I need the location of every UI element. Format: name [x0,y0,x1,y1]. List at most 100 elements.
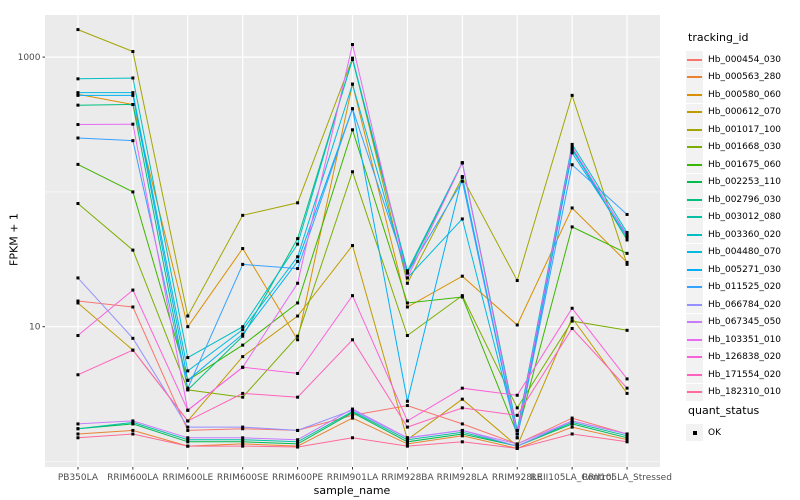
data-point [241,328,245,332]
data-point [625,230,629,234]
data-point [405,334,409,338]
legend-item-label: Hb_002253_110 [708,177,782,188]
data-point [131,422,135,426]
data-point [515,442,519,446]
data-point [351,413,354,417]
legend-item-label: Hb_002796_030 [708,194,782,205]
data-point [296,395,300,399]
data-point [131,103,135,107]
data-point [460,430,464,434]
legend-item: Hb_004480_070 [686,243,800,262]
legend-key-icon [686,278,703,296]
data-point [351,107,354,111]
data-point [460,406,464,410]
data-point [296,442,300,446]
data-point [131,336,135,340]
data-point [405,399,409,403]
data-point [241,444,245,448]
data-point [241,395,245,399]
legend-item-label: Hb_001675_060 [708,159,782,170]
legend-item-label: Hb_004480_070 [708,247,782,258]
data-point [296,438,300,442]
data-point [296,259,300,263]
legend-item: Hb_000612_070 [686,103,800,122]
legend-key-icon [686,331,703,349]
data-point [186,419,190,423]
legend-key-icon [686,226,703,244]
legend-item-label: Hb_171554_020 [708,369,782,380]
data-point [625,438,629,442]
data-point [241,365,245,369]
data-point [186,356,190,360]
data-point [186,325,190,329]
data-point [405,444,409,448]
data-point [296,242,300,246]
data-point [460,217,464,221]
y-tick-label: 10 [29,323,41,333]
data-point [570,145,574,149]
x-tick-label: RRII105LA_Control [530,473,613,483]
data-point [296,281,300,285]
data-point [131,348,135,352]
data-point [351,416,354,420]
data-point [131,248,135,252]
legend-item: Hb_000563_280 [686,68,800,87]
data-point [76,276,80,280]
data-point [241,332,245,336]
data-point [186,440,190,444]
data-point [515,413,519,417]
data-point [515,406,519,410]
data-point [460,179,464,183]
data-point [76,28,80,32]
legend-item-label: Hb_000580_060 [708,89,782,100]
legend-item-label: Hb_000612_070 [708,107,782,118]
data-point [570,416,574,420]
data-point [625,260,629,264]
data-point [570,142,574,146]
data-point [405,419,409,423]
data-point [241,438,245,442]
data-point [131,76,135,80]
legend-tracking-id: tracking_id Hb_000454_030 Hb_000563_280 Hb… [686,31,800,401]
data-point [570,206,574,210]
x-tick-label: RRIM600PE [272,473,324,483]
legend-item: Hb_066784_020 [686,296,800,314]
data-point [186,388,190,392]
legend-item-label: Hb_103351_010 [708,334,782,345]
data-point [405,271,409,275]
data-point [351,128,354,132]
legend-item: Hb_000580_060 [686,86,800,104]
data-point [515,446,519,450]
data-point [625,238,629,242]
data-point [515,436,519,440]
data-point [460,295,464,299]
data-point [625,212,629,216]
data-point [625,328,629,332]
legend-key-icon [686,191,703,209]
data-point [186,314,190,318]
data-point [296,371,300,375]
data-point [241,391,245,395]
data-point [76,77,80,81]
data-point [570,319,574,323]
data-point [186,386,190,390]
data-point [405,440,409,444]
data-point [515,279,519,283]
legend-title: tracking_id [688,31,749,44]
data-point [570,93,574,97]
data-point [351,56,354,60]
data-point [186,428,190,432]
data-point [625,440,629,444]
data-point [131,190,135,194]
data-point [241,334,245,338]
data-point [625,251,629,255]
data-point [76,436,80,440]
legend-key-icon [686,156,703,174]
data-point [131,139,135,143]
data-point [515,444,519,448]
data-point [570,148,574,152]
data-point [296,301,300,305]
data-point [351,436,354,440]
legend-key-icon [686,366,703,384]
